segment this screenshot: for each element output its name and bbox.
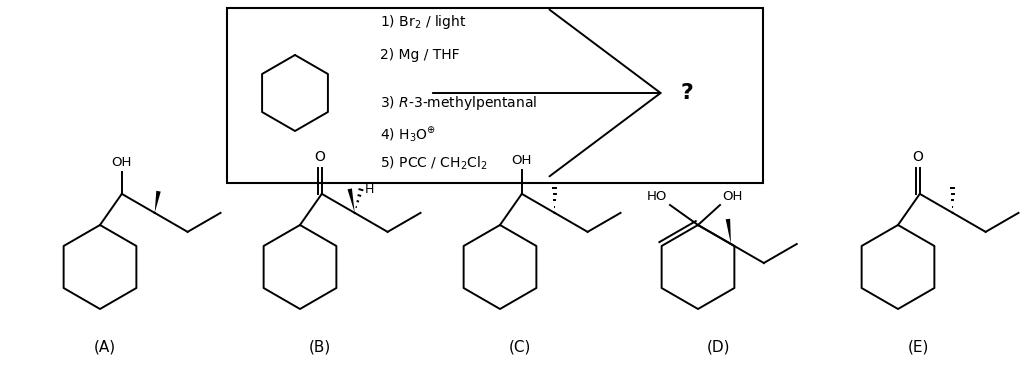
- Text: (C): (C): [508, 340, 531, 355]
- Text: OH: OH: [112, 156, 132, 169]
- Polygon shape: [726, 219, 731, 244]
- Text: (E): (E): [907, 340, 928, 355]
- Text: 4) H$_3$O$^{\oplus}$: 4) H$_3$O$^{\oplus}$: [380, 125, 436, 145]
- Bar: [227, 8, 763, 183]
- Text: OH: OH: [511, 154, 532, 167]
- Text: (B): (B): [309, 340, 331, 355]
- Text: ?: ?: [680, 83, 693, 103]
- Text: O: O: [314, 150, 326, 164]
- Text: HO: HO: [647, 190, 667, 203]
- Text: 1) Br$_2$ / light: 1) Br$_2$ / light: [380, 13, 466, 31]
- Text: 5) PCC / CH$_2$Cl$_2$: 5) PCC / CH$_2$Cl$_2$: [380, 154, 488, 172]
- Text: H: H: [365, 183, 374, 196]
- Text: 2) Mg / THF: 2) Mg / THF: [380, 48, 460, 62]
- Polygon shape: [155, 191, 161, 213]
- Text: OH: OH: [722, 190, 743, 203]
- Text: O: O: [912, 150, 923, 164]
- Text: 3) $\it{R}$-3-methylpentanal: 3) $\it{R}$-3-methylpentanal: [380, 94, 537, 112]
- Text: (D): (D): [707, 340, 730, 355]
- Polygon shape: [347, 188, 354, 213]
- Text: (A): (A): [93, 340, 116, 355]
